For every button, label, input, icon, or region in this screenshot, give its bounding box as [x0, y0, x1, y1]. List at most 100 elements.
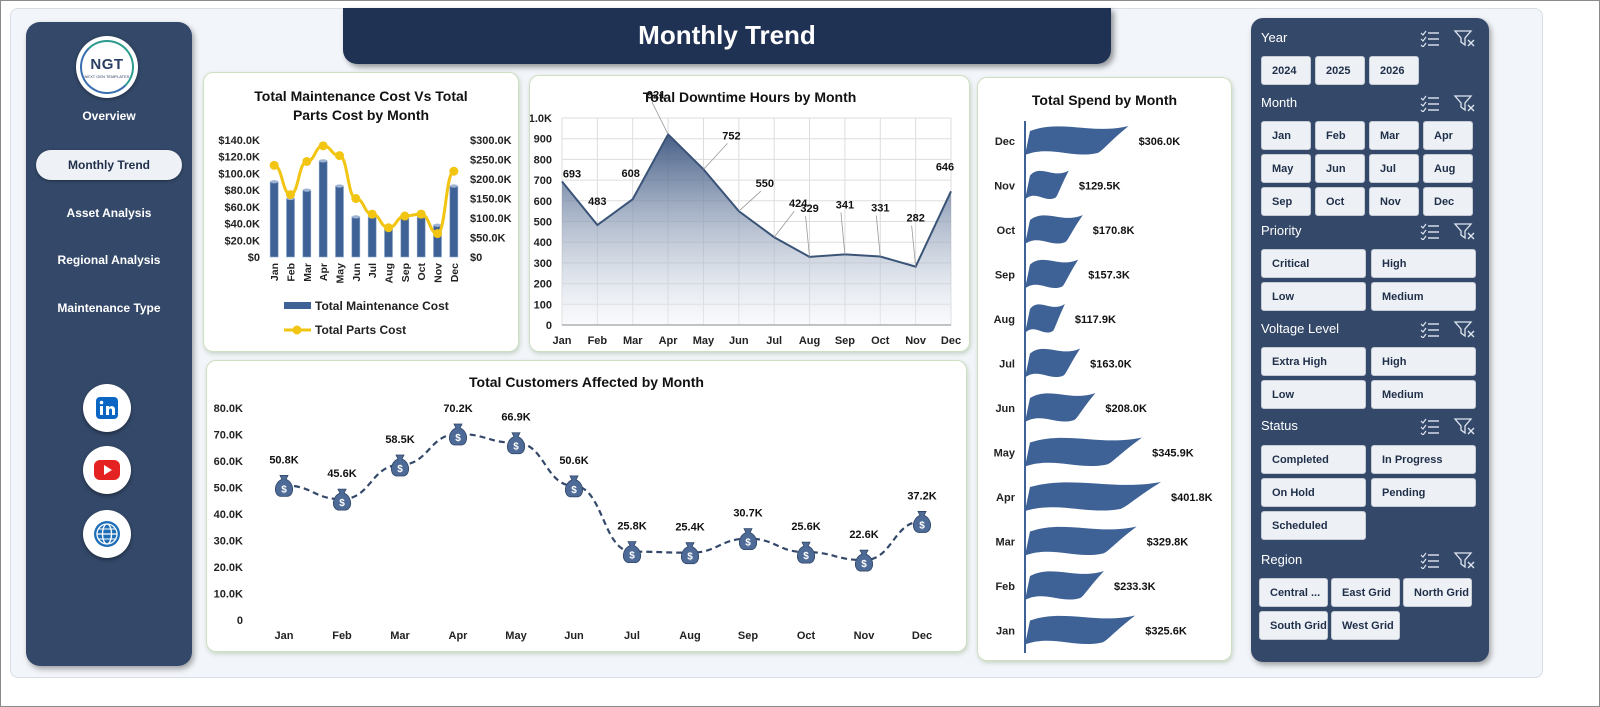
filter-option-region-north-grid[interactable]: North Grid — [1403, 578, 1472, 607]
youtube-button[interactable] — [83, 446, 131, 494]
filter-option-month-may[interactable]: May — [1261, 154, 1311, 183]
filter-option-region-central[interactable]: Central ... — [1259, 578, 1328, 607]
filter-option-status-pending[interactable]: Pending — [1371, 478, 1476, 507]
y-tick-label: 0 — [546, 320, 552, 332]
data-label: $157.3K — [1088, 270, 1130, 282]
legend-swatch-bar — [284, 302, 311, 309]
data-label: 550 — [756, 178, 774, 190]
page-header: Monthly Trend — [343, 8, 1111, 64]
spend-bar — [1025, 437, 1143, 467]
x-tick-label: Oct — [416, 263, 428, 281]
clear-filter-icon[interactable] — [1453, 320, 1477, 338]
filter-heading-voltage-level: Voltage Level — [1261, 321, 1340, 336]
filter-option-month-aug[interactable]: Aug — [1423, 154, 1473, 183]
filter-option-status-in-progress[interactable]: In Progress — [1371, 445, 1476, 474]
bag-symbol: $ — [571, 485, 577, 496]
bar-cap — [433, 223, 442, 227]
bag-body — [448, 423, 468, 446]
filter-option-month-mar[interactable]: Mar — [1369, 121, 1419, 150]
multi-select-icon[interactable] — [1419, 417, 1441, 436]
y-tick-label: 100 — [534, 299, 552, 311]
legend-marker — [292, 325, 302, 335]
x-tick-label: Jan — [275, 630, 294, 642]
bar — [400, 214, 410, 258]
multi-select-icon[interactable] — [1419, 29, 1441, 48]
filter-option-month-apr[interactable]: Apr — [1423, 121, 1473, 150]
filter-option-month-jan[interactable]: Jan — [1261, 121, 1311, 150]
filter-option-year-2025[interactable]: 2025 — [1315, 56, 1365, 85]
multi-select-icon[interactable] — [1419, 551, 1441, 570]
bar — [367, 216, 377, 258]
filter-option-month-jun[interactable]: Jun — [1315, 154, 1365, 183]
point — [449, 166, 459, 176]
clear-filter-icon[interactable] — [1453, 417, 1477, 435]
filter-option-year-2026[interactable]: 2026 — [1369, 56, 1419, 85]
filter-option-month-jul[interactable]: Jul — [1369, 154, 1419, 183]
money-bag-icon: $ — [274, 474, 294, 497]
bar — [269, 181, 279, 258]
filter-option-month-nov[interactable]: Nov — [1369, 187, 1419, 216]
filter-option-month-oct[interactable]: Oct — [1315, 187, 1365, 216]
filter-option-voltage-level-medium[interactable]: Medium — [1371, 380, 1476, 409]
nav-monthly-trend[interactable]: Monthly Trend — [36, 150, 182, 180]
filter-option-status-scheduled[interactable]: Scheduled — [1261, 511, 1366, 540]
filter-option-status-on-hold[interactable]: On Hold — [1261, 478, 1366, 507]
filter-actions-region — [1419, 551, 1479, 570]
logo: NGT NEXT GEN TEMPLATES — [76, 36, 138, 98]
data-label: $401.8K — [1171, 492, 1213, 504]
spend-bar — [1025, 571, 1104, 600]
website-button[interactable] — [83, 510, 131, 558]
money-bag-icon: $ — [448, 423, 468, 446]
clear-filter-icon[interactable] — [1453, 222, 1477, 240]
nav-maintenance-type[interactable]: Maintenance Type — [57, 301, 161, 315]
x-tick-label: Sep — [835, 335, 855, 347]
nav-asset-analysis[interactable]: Asset Analysis — [66, 206, 152, 220]
data-label: 282 — [906, 213, 924, 225]
data-label: $233.3K — [1114, 581, 1156, 593]
filter-option-month-dec[interactable]: Dec — [1423, 187, 1473, 216]
multi-select-icon[interactable] — [1419, 222, 1441, 241]
filter-option-region-east-grid[interactable]: East Grid — [1331, 578, 1400, 607]
filter-option-status-completed[interactable]: Completed — [1261, 445, 1366, 474]
data-label: $306.0K — [1139, 136, 1181, 148]
x-tick-label: Aug — [384, 263, 396, 283]
clear-filter-icon[interactable] — [1453, 551, 1477, 569]
y-tick-label: May — [994, 448, 1016, 460]
filter-option-priority-low[interactable]: Low — [1261, 282, 1366, 311]
data-label: 50.8K — [269, 454, 298, 466]
spend-bar — [1025, 126, 1129, 155]
y-tick-label: 40.0K — [214, 509, 243, 521]
nav-regional-analysis[interactable]: Regional Analysis — [57, 253, 161, 267]
filter-option-voltage-level-high[interactable]: High — [1371, 347, 1476, 376]
logo-ring — [80, 40, 134, 94]
leader-line — [840, 212, 846, 255]
filter-actions-voltage-level — [1419, 320, 1479, 339]
filter-option-priority-critical[interactable]: Critical — [1261, 249, 1366, 278]
filter-option-region-south-grid[interactable]: South Grid — [1259, 611, 1328, 640]
filter-option-priority-medium[interactable]: Medium — [1371, 282, 1476, 311]
legend-label: Total Parts Cost — [315, 323, 406, 337]
multi-select-icon[interactable] — [1419, 320, 1441, 339]
nav-overview[interactable]: Overview — [82, 109, 136, 123]
filter-option-year-2024[interactable]: 2024 — [1261, 56, 1311, 85]
point — [335, 151, 344, 161]
multi-select-icon[interactable] — [1419, 94, 1441, 113]
filter-option-voltage-level-extra-high[interactable]: Extra High — [1261, 347, 1366, 376]
y-right-tick-label: $0 — [470, 252, 482, 264]
data-label: $329.8K — [1147, 537, 1189, 549]
filter-actions-year — [1419, 29, 1479, 48]
filter-option-region-west-grid[interactable]: West Grid — [1331, 611, 1400, 640]
filter-option-priority-high[interactable]: High — [1371, 249, 1476, 278]
globe-icon — [94, 521, 120, 547]
filter-heading-region: Region — [1261, 552, 1303, 567]
filter-actions-month — [1419, 94, 1479, 113]
filter-option-month-sep[interactable]: Sep — [1261, 187, 1311, 216]
point — [286, 190, 295, 200]
data-label: $345.9K — [1152, 448, 1194, 460]
filter-option-month-feb[interactable]: Feb — [1315, 121, 1365, 150]
point — [318, 141, 328, 151]
clear-filter-icon[interactable] — [1453, 94, 1477, 112]
linkedin-button[interactable] — [83, 384, 131, 432]
clear-filter-icon[interactable] — [1453, 29, 1477, 47]
filter-option-voltage-level-low[interactable]: Low — [1261, 380, 1366, 409]
